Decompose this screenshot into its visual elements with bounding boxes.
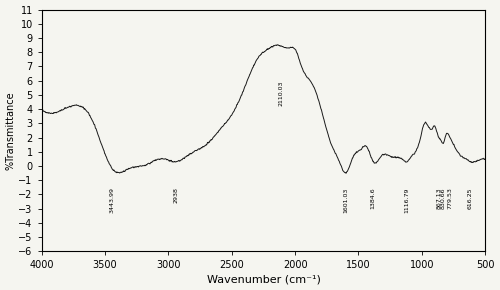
Text: 1384.6: 1384.6 — [370, 187, 376, 209]
Text: 1601.03: 1601.03 — [343, 187, 348, 213]
Text: 3443.99: 3443.99 — [110, 187, 114, 213]
Text: 830.66: 830.66 — [441, 187, 446, 209]
X-axis label: Wavenumber (cm⁻¹): Wavenumber (cm⁻¹) — [206, 274, 320, 284]
Text: 779.53: 779.53 — [448, 187, 452, 209]
Text: 867.13: 867.13 — [436, 187, 441, 209]
Text: 1116.79: 1116.79 — [404, 187, 409, 213]
Text: 2110.03: 2110.03 — [278, 81, 283, 106]
Y-axis label: %Transmittance: %Transmittance — [6, 91, 16, 170]
Text: 616.25: 616.25 — [468, 187, 473, 209]
Text: 2938: 2938 — [174, 187, 179, 203]
